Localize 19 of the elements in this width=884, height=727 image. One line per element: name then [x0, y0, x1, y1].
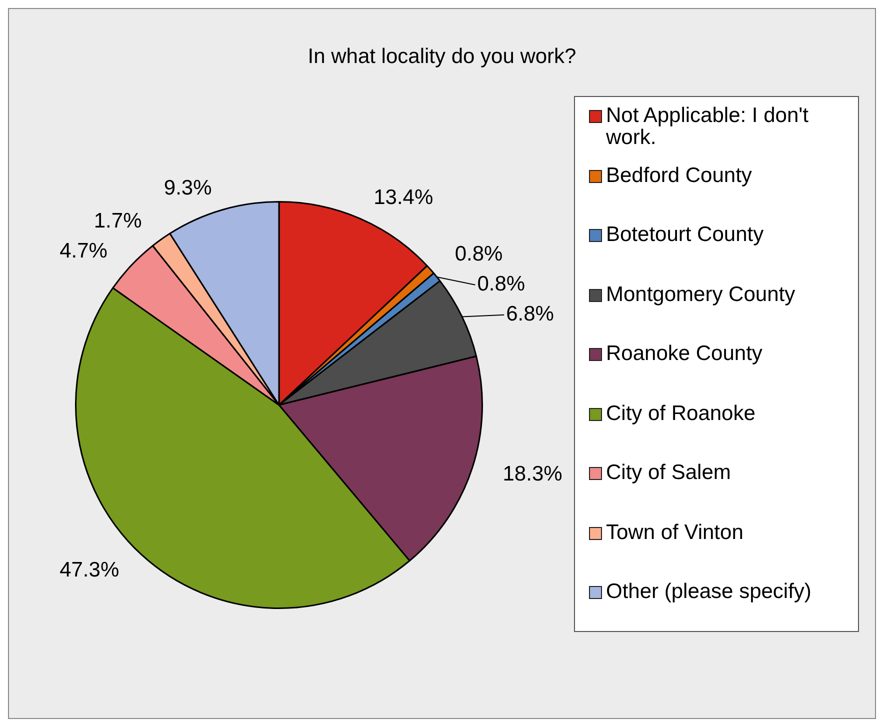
legend-label: City of Salem [606, 461, 731, 484]
data-label: 9.3% [164, 176, 212, 200]
data-label: 0.8% [477, 272, 526, 296]
data-label: 1.7% [94, 209, 142, 232]
data-label: 6.8% [506, 302, 554, 326]
data-label: 0.8% [454, 242, 503, 266]
legend-label: Bedford County [606, 164, 752, 186]
legend-label: Botetourt County [606, 223, 764, 246]
data-label: 13.4% [374, 186, 434, 210]
data-label: 4.7% [60, 239, 108, 262]
legend-label: Montgomery County [606, 282, 796, 306]
data-label: 47.3% [60, 558, 120, 582]
legend-label: Not Applicable: I don't work. [606, 104, 810, 149]
legend-label: Town of Vinton [606, 520, 744, 544]
legend-label: City of Roanoke [606, 402, 756, 424]
legend-label: Roanoke County [606, 342, 762, 365]
legend-label: Other (please specify) [606, 580, 812, 603]
data-label: 18.3% [502, 462, 562, 486]
chart-title: In what locality do you work? [306, 45, 578, 69]
